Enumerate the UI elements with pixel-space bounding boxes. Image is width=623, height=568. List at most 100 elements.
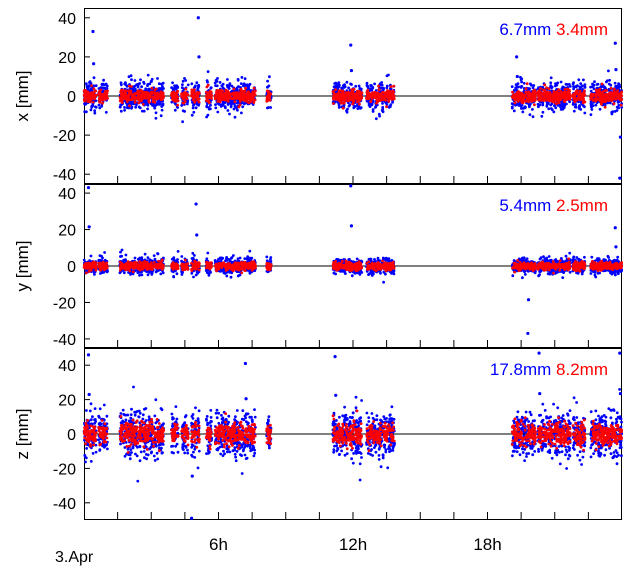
blue-point xyxy=(94,84,98,88)
blue-point xyxy=(228,83,232,87)
rms-annotation: 6.7mm 3.4mm xyxy=(499,20,608,39)
blue-point xyxy=(133,256,137,260)
red-point xyxy=(184,91,188,95)
red-point xyxy=(612,102,616,106)
red-point xyxy=(565,87,569,91)
blue-point xyxy=(160,82,163,86)
blue-point xyxy=(572,81,575,84)
blue-point xyxy=(577,78,581,82)
blue-point xyxy=(161,85,164,88)
red-point xyxy=(582,92,586,96)
blue-point xyxy=(180,255,184,258)
red-point xyxy=(607,99,611,102)
blue-point xyxy=(134,105,138,109)
y-axis-label: x [mm] xyxy=(13,71,32,122)
red-point xyxy=(120,88,123,92)
blue-point xyxy=(191,101,194,104)
blue-point xyxy=(193,85,197,89)
blue-point xyxy=(176,85,179,89)
blue-point xyxy=(354,84,358,88)
red-point xyxy=(133,101,137,104)
blue-point xyxy=(192,275,195,279)
red-point xyxy=(239,93,243,96)
blue-point xyxy=(130,78,133,82)
blue-point xyxy=(572,109,576,113)
blue-point xyxy=(93,111,97,115)
blue-point xyxy=(92,76,96,80)
blue-point xyxy=(148,258,152,261)
blue-point xyxy=(149,80,153,83)
blue-point xyxy=(84,102,88,106)
blue-point xyxy=(369,257,373,261)
red-point xyxy=(377,95,380,98)
blue-point xyxy=(225,274,229,278)
red-point xyxy=(600,82,604,86)
blue-point xyxy=(104,110,108,114)
blue-point xyxy=(181,83,184,86)
red-point xyxy=(516,90,519,94)
blue-point xyxy=(345,80,349,84)
blue-point xyxy=(613,81,617,85)
red-point xyxy=(121,94,125,98)
red-point xyxy=(545,95,549,99)
red-point xyxy=(192,96,195,100)
red-point xyxy=(154,94,158,97)
red-point xyxy=(172,91,176,94)
blue-point xyxy=(377,112,381,116)
blue-point xyxy=(171,81,175,85)
blue-point xyxy=(559,108,563,111)
blue-point xyxy=(549,76,553,80)
blue-point xyxy=(385,84,389,88)
blue-point xyxy=(572,87,575,91)
blue-point xyxy=(382,86,385,90)
red-point xyxy=(533,103,536,107)
blue-point xyxy=(523,105,527,109)
blue-point xyxy=(134,87,137,91)
blue-point xyxy=(190,113,194,117)
blue-point xyxy=(156,77,159,80)
red-point xyxy=(527,90,531,94)
red-point xyxy=(549,95,553,99)
red-point xyxy=(142,96,146,100)
blue-point xyxy=(84,82,88,85)
blue-point xyxy=(119,81,123,85)
blue-point xyxy=(172,258,176,262)
red-point xyxy=(126,96,130,99)
red-point xyxy=(128,104,131,108)
blue-point xyxy=(240,111,243,115)
blue-point xyxy=(154,103,157,107)
blue-point xyxy=(594,103,598,107)
red-point xyxy=(546,91,550,95)
red-point xyxy=(358,102,361,106)
blue-point xyxy=(609,83,613,87)
blue-point xyxy=(240,76,244,79)
rms-value-2: 3.4mm xyxy=(551,20,608,39)
blue-point xyxy=(124,258,127,261)
red-point xyxy=(239,97,242,101)
red-point xyxy=(149,90,153,94)
red-point xyxy=(337,97,340,101)
blue-point xyxy=(517,104,521,107)
red-point xyxy=(338,93,342,96)
red-point xyxy=(237,95,241,99)
blue-point xyxy=(373,258,376,261)
blue-point xyxy=(153,257,157,261)
blue-point xyxy=(233,115,237,119)
blue-point xyxy=(266,85,269,89)
red-point xyxy=(137,92,141,96)
red-point xyxy=(133,93,136,97)
blue-point xyxy=(247,86,251,90)
blue-point xyxy=(519,86,523,89)
red-point xyxy=(343,97,347,101)
red-point xyxy=(590,96,593,99)
red-point xyxy=(581,101,585,105)
red-point xyxy=(547,98,551,101)
red-point xyxy=(217,89,221,92)
blue-point xyxy=(235,106,239,110)
blue-point xyxy=(268,75,271,79)
blue-point xyxy=(573,105,577,109)
red-point xyxy=(614,93,617,97)
blue-point xyxy=(130,105,134,109)
red-point xyxy=(388,90,392,93)
red-point xyxy=(247,101,251,105)
